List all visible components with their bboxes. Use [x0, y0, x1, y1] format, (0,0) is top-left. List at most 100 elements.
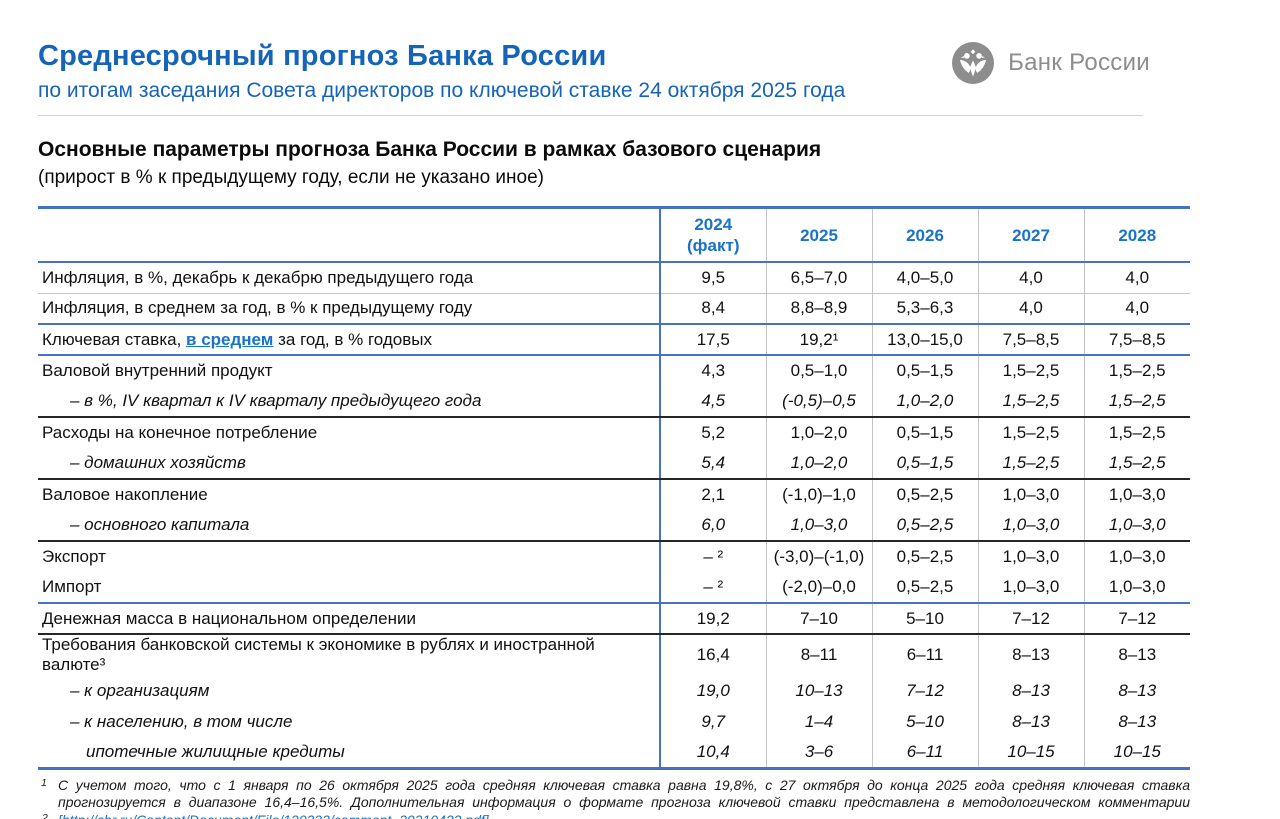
table-row-key-rate: Ключевая ставка, в среднем за год, в % г…	[38, 324, 1190, 356]
cell: 1,0–3,0	[1083, 541, 1190, 572]
cell: 4,0	[977, 262, 1084, 294]
cell: 13,0–15,0	[871, 324, 978, 356]
cell: 8–13	[1083, 675, 1190, 706]
cell: 6–11	[871, 634, 978, 675]
col-header-2024: 2024 (факт)	[660, 206, 766, 263]
cell: 0,5–2,5	[871, 541, 978, 572]
cell: (-0,5)–0,5	[765, 386, 872, 418]
table-row-claims-organizations: – к организациям 19,0 10–13 7–12 8–13 8–…	[38, 675, 1190, 706]
cell: 4,3	[701, 361, 726, 380]
cell: 0,5–2,5	[871, 572, 978, 604]
cell: 1,5–2,5	[977, 448, 1084, 480]
cell: 8–13	[977, 634, 1084, 675]
table-row-mortgage-loans: ипотечные жилищные кредиты 10,4 3–6 6–11…	[38, 737, 1190, 770]
cell: 8,8–8,9	[765, 293, 872, 325]
year-note: (факт)	[687, 236, 740, 255]
row-label: Денежная масса в национальном определени…	[38, 603, 661, 635]
cell: 1,5–2,5	[1083, 417, 1190, 448]
cell: 8,4	[660, 293, 766, 325]
cell: 7–10	[765, 603, 872, 635]
cell: 1,0–3,0	[1083, 572, 1190, 604]
key-rate-average-link[interactable]: в среднем	[186, 329, 274, 349]
cell: – ²	[703, 547, 724, 566]
cell: 3–6	[765, 737, 872, 770]
row-label: Ключевая ставка, в среднем за год, в % г…	[38, 324, 661, 356]
row-label: – домашних хозяйств	[38, 448, 661, 480]
cell: 9,7	[701, 711, 726, 731]
cell: 0,5–1,5	[871, 417, 978, 448]
cell: 8–13	[1083, 706, 1190, 737]
table-header-row: 2024 (факт) 2025 2026 2027 2028	[38, 206, 1190, 263]
forecast-table: 2024 (факт) 2025 2026 2027 2028 Инфляция…	[38, 206, 1190, 770]
row-label: – к населению, в том числе	[38, 706, 661, 737]
cell: 4,0	[977, 293, 1084, 325]
table-row-export: Экспорт – ² (-3,0)–(-1,0) 0,5–2,5 1,0–3,…	[38, 541, 1190, 572]
col-header-2027: 2027	[977, 206, 1084, 263]
header-divider	[38, 115, 1143, 116]
cell: 1,5–2,5	[1083, 355, 1190, 386]
row-label: Импорт	[38, 572, 661, 604]
header: Среднесрочный прогноз Банка России по ит…	[38, 40, 1190, 116]
row-label: ипотечные жилищные кредиты	[38, 737, 661, 770]
cell: 1,5–2,5	[977, 355, 1084, 386]
cell: (-1,0)–1,0	[765, 479, 872, 510]
cell: 7,5–8,5	[977, 324, 1084, 356]
cell: 0,5–1,5	[871, 448, 978, 480]
row-label: Валовое накопление	[38, 479, 661, 510]
cell: 1–4	[765, 706, 872, 737]
table-row-inflation-dec: Инфляция, в %, декабрь к декабрю предыду…	[38, 262, 1190, 294]
table-row-banking-claims: Требования банковской системы к экономик…	[38, 634, 1190, 675]
row-label: Валовой внутренний продукт	[38, 355, 661, 386]
footnote-2-marker: 2	[42, 812, 48, 819]
cell: 0,5–1,5	[871, 355, 978, 386]
cell: 1,5–2,5	[1083, 448, 1190, 480]
table-row-final-consumption: Расходы на конечное потребление 5,2 1,0–…	[38, 417, 1190, 448]
row-label: – к организациям	[38, 675, 661, 706]
row-label: Требования банковской системы к экономик…	[38, 634, 661, 675]
cell: 7–12	[977, 603, 1084, 635]
cell: 1,0–2,0	[765, 448, 872, 480]
section-subtitle: (прирост в % к предыдущему году, если не…	[38, 167, 544, 188]
col-header-2028: 2028	[1083, 206, 1190, 263]
table-row-gdp-q4: – в %, IV квартал к IV кварталу предыдущ…	[38, 386, 1190, 418]
cell: 4,0–5,0	[871, 262, 978, 294]
cell: 9,5	[660, 262, 766, 294]
cell: 5,4	[660, 448, 766, 480]
cell: 7–12	[1083, 603, 1190, 635]
cell: 1,0–3,0	[977, 541, 1084, 572]
cell: 10–15	[977, 737, 1084, 770]
cell: 1,0–3,0	[977, 510, 1084, 542]
cell: 8–13	[977, 675, 1084, 706]
table-row-money-supply: Денежная масса в национальном определени…	[38, 603, 1190, 635]
cell: 1,0–3,0	[1083, 510, 1190, 542]
col-header-empty	[38, 206, 661, 263]
cell: – ²	[660, 572, 766, 604]
row-label: Инфляция, в среднем за год, в % к предыд…	[38, 293, 661, 325]
cell: 4,0	[1083, 293, 1190, 325]
cell: 0,5–2,5	[871, 479, 978, 510]
cell: 16,4	[696, 645, 730, 664]
cell: 6,5–7,0	[765, 262, 872, 294]
cell: 5,3–6,3	[871, 293, 978, 325]
footnote-1: 1 С учетом того, что с 1 января по 26 окт…	[38, 777, 1190, 819]
footnote-1-link[interactable]: [http://cbr.ru/Content/Document/File/120…	[58, 812, 489, 819]
cell: 8–11	[765, 634, 872, 675]
year-label: 2024	[694, 215, 733, 234]
cell: 10–15	[1083, 737, 1190, 770]
cell: 19,2	[660, 603, 766, 635]
table-row-import: Импорт – ² (-2,0)–0,0 0,5–2,5 1,0–3,0 1,…	[38, 572, 1190, 604]
table-row-claims-population: – к населению, в том числе 9,7 1–4 5–10 …	[38, 706, 1190, 737]
cell: 0,5–2,5	[871, 510, 978, 542]
row-label: – основного капитала	[38, 510, 661, 542]
cell: 4,0	[1083, 262, 1190, 294]
table-row-fixed-capital: – основного капитала 6,0 1,0–3,0 0,5–2,5…	[38, 510, 1190, 542]
key-rate-label-prefix: Ключевая ставка,	[42, 329, 187, 349]
table-row-households: – домашних хозяйств 5,4 1,0–2,0 0,5–1,5 …	[38, 448, 1190, 480]
footnote-1-text: С учетом того, что с 1 января по 26 октя…	[58, 776, 1190, 811]
cell: 7–12	[871, 675, 978, 706]
key-rate-label-suffix: за год, в % годовых	[273, 329, 432, 349]
cell: 1,0–3,0	[977, 572, 1084, 604]
cell: 8–13	[977, 706, 1084, 737]
table-row-inflation-avg: Инфляция, в среднем за год, в % к предыд…	[38, 293, 1190, 325]
table-row-gross-accumulation: Валовое накопление 2,1 (-1,0)–1,0 0,5–2,…	[38, 479, 1190, 510]
